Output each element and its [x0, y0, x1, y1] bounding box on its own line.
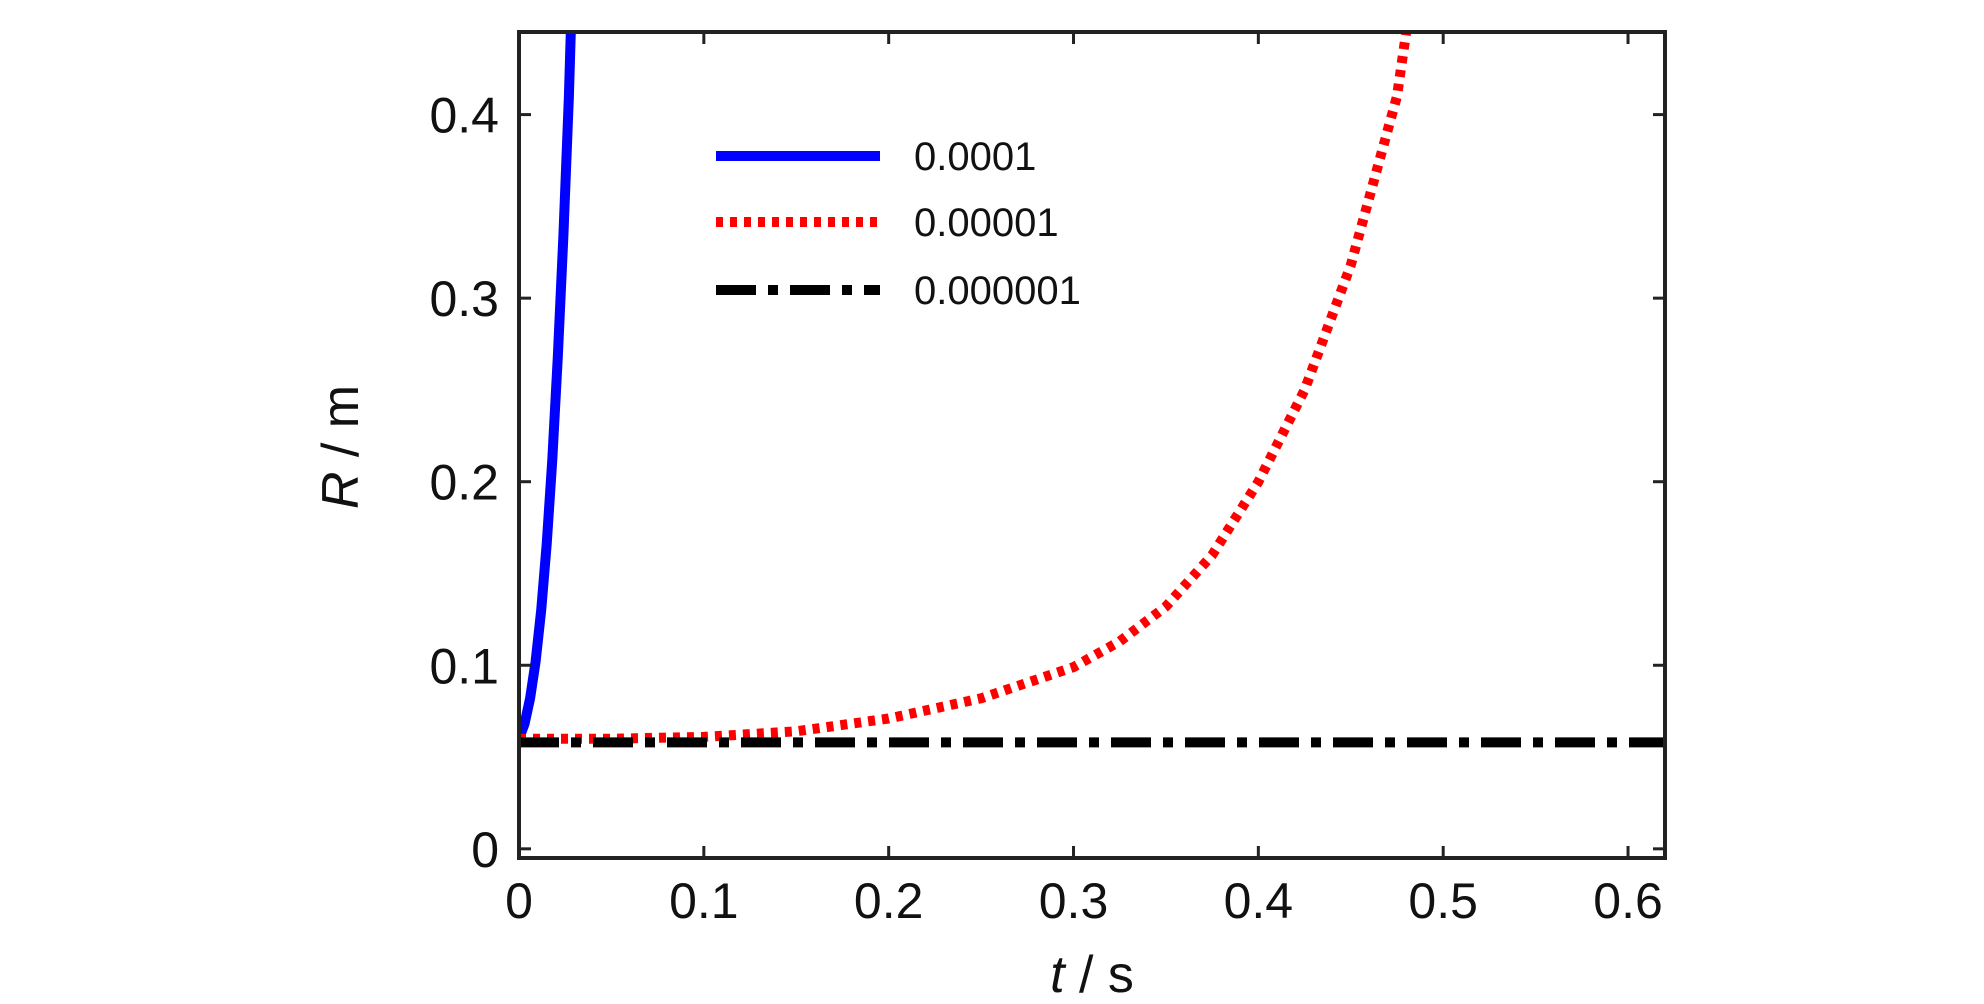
y-tick-label: 0.1	[429, 638, 499, 694]
series-line-2	[519, 32, 1412, 744]
legend-label-1: 0.0001	[914, 135, 1036, 179]
legend-label-3: 0.000001	[914, 269, 1081, 313]
legend-label-2: 0.00001	[914, 201, 1059, 245]
x-tick-label: 0.2	[854, 873, 924, 929]
x-axis-symbol: t	[1050, 946, 1067, 1004]
x-tick-label: 0.6	[1593, 873, 1663, 929]
y-axis-symbol: R	[312, 472, 370, 510]
plot-frame	[517, 30, 1667, 860]
y-tick-label: 0	[471, 822, 499, 878]
y-tick-label: 0.2	[429, 455, 499, 511]
x-axis-label: t / s	[1050, 946, 1134, 1004]
y-tick-label: 0.4	[429, 88, 499, 144]
label-layer: t / s R / m	[312, 385, 1134, 1004]
x-tick-label: 0.4	[1224, 873, 1294, 929]
series-line-1	[519, 32, 576, 741]
y-axis-unit: / m	[312, 385, 370, 472]
series-layer	[519, 32, 1665, 748]
tick-layer: 0 0.1 0.2 0.3 0.4 0.5 0.6 0 0.1 0.2 0.3 0.4	[429, 32, 1665, 929]
y-axis-label: R / m	[312, 385, 370, 509]
legend: 0.0001 0.00001 0.000001	[716, 135, 1081, 313]
y-tick-label: 0.3	[429, 271, 499, 327]
x-tick-label: 0.5	[1408, 873, 1478, 929]
x-tick-label: 0	[505, 873, 533, 929]
x-tick-label: 0.1	[669, 873, 739, 929]
x-tick-label: 0.3	[1039, 873, 1109, 929]
x-axis-unit: / s	[1065, 946, 1134, 1004]
